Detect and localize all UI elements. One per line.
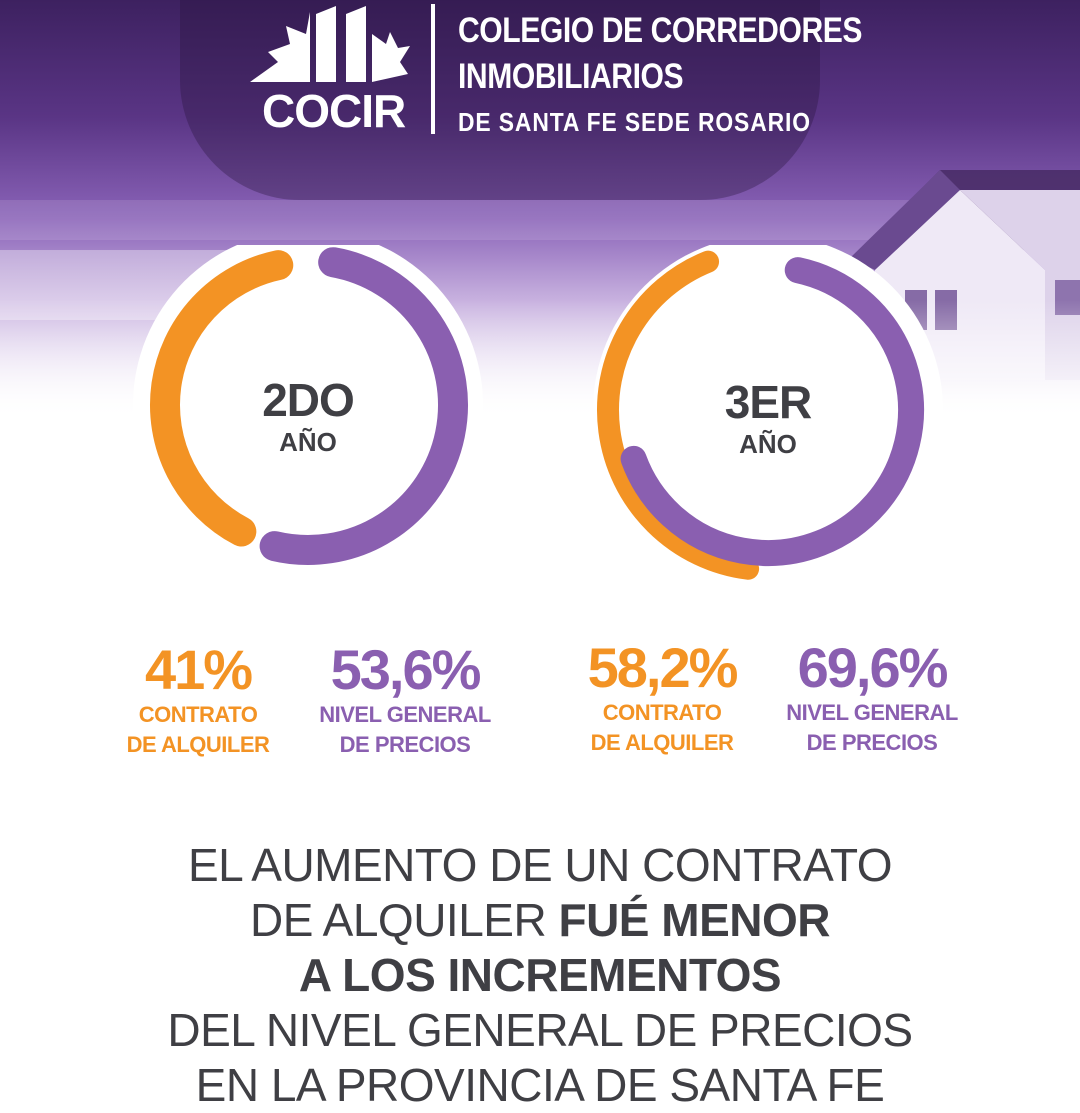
logo-emblem-icon [250, 6, 410, 82]
stat-3er-price-label-1: NIVEL GENERAL [786, 700, 958, 725]
stat-2do-price-value: 53,6% [330, 638, 482, 701]
donut-2do-price-arc [259, 247, 468, 565]
donut-chart-2do-ano: 2DO AÑO [128, 230, 488, 585]
donut-2do-label: 2DO AÑO [208, 373, 408, 457]
donut-2do-rent-arc [149, 250, 294, 547]
headline-line4: DEL NIVEL GENERAL DE PRECIOS [167, 1004, 913, 1056]
headline-line5: EN LA PROVINCIA DE SANTA FE [195, 1059, 885, 1111]
organization-name: COLEGIO DE CORREDORES INMOBILIARIOS DE S… [458, 8, 928, 140]
donut-chart-3er-ano: 3ER AÑO [588, 235, 948, 595]
donut-3er-title: 3ER [724, 376, 812, 428]
headline-line2-regular: DE ALQUILER [250, 894, 559, 946]
stat-2do-rent-value: 41% [144, 638, 253, 701]
donut-2do-svg [133, 230, 483, 580]
stat-2do-price-label-1: NIVEL GENERAL [319, 702, 491, 727]
headline: EL AUMENTO DE UN CONTRATO DE ALQUILER FU… [0, 838, 1080, 1113]
donut-2do-subtitle: AÑO [279, 427, 337, 457]
headline-line1: EL AUMENTO DE UN CONTRATO [187, 839, 893, 891]
stat-3er-price-label-2: DE PRECIOS [806, 730, 938, 755]
org-name-line3: DE SANTA FE SEDE ROSARIO [458, 107, 811, 137]
stat-3er-rent: 58,2% CONTRATO DE ALQUILER [572, 638, 752, 758]
headline-line2: DE ALQUILER FUÉ MENOR [0, 893, 1080, 948]
stat-3er-rent-value: 58,2% [587, 636, 739, 699]
stat-2do-price: 53,6% NIVEL GENERAL DE PRECIOS [305, 640, 505, 760]
header-divider [431, 4, 435, 134]
stat-2do-rent: 41% CONTRATO DE ALQUILER [118, 640, 278, 760]
donut-3er-rent-arc [596, 250, 760, 580]
org-name-line1: COLEGIO DE CORREDORES [458, 11, 863, 50]
stat-2do-rent-label-2: DE ALQUILER [126, 732, 270, 757]
donut-2do-title: 2DO [262, 374, 355, 426]
person-silhouette [180, 0, 820, 200]
donut-3er-svg [593, 235, 943, 585]
stat-3er-rent-label-2: DE ALQUILER [590, 730, 734, 755]
cocir-logo: COCIR [250, 4, 410, 137]
donut-2do-white-disc [133, 230, 483, 580]
stat-2do-price-label-2: DE PRECIOS [339, 732, 471, 757]
donut-3er-price-arc [620, 257, 924, 566]
stat-2do-rent-label-1: CONTRATO [138, 702, 258, 727]
donut-3er-white-disc [593, 235, 943, 585]
donut-3er-label: 3ER AÑO [668, 375, 868, 459]
logo-wordmark: COCIR [262, 85, 406, 137]
headline-line2-bold: FUÉ MENOR [558, 894, 830, 946]
stat-3er-price: 69,6% NIVEL GENERAL DE PRECIOS [772, 638, 972, 758]
headline-line3: A LOS INCREMENTOS [298, 949, 782, 1001]
stat-3er-price-value: 69,6% [797, 636, 949, 699]
stat-3er-rent-label-1: CONTRATO [602, 700, 722, 725]
org-name-line2: INMOBILIARIOS [458, 57, 684, 96]
donut-3er-subtitle: AÑO [739, 429, 797, 459]
